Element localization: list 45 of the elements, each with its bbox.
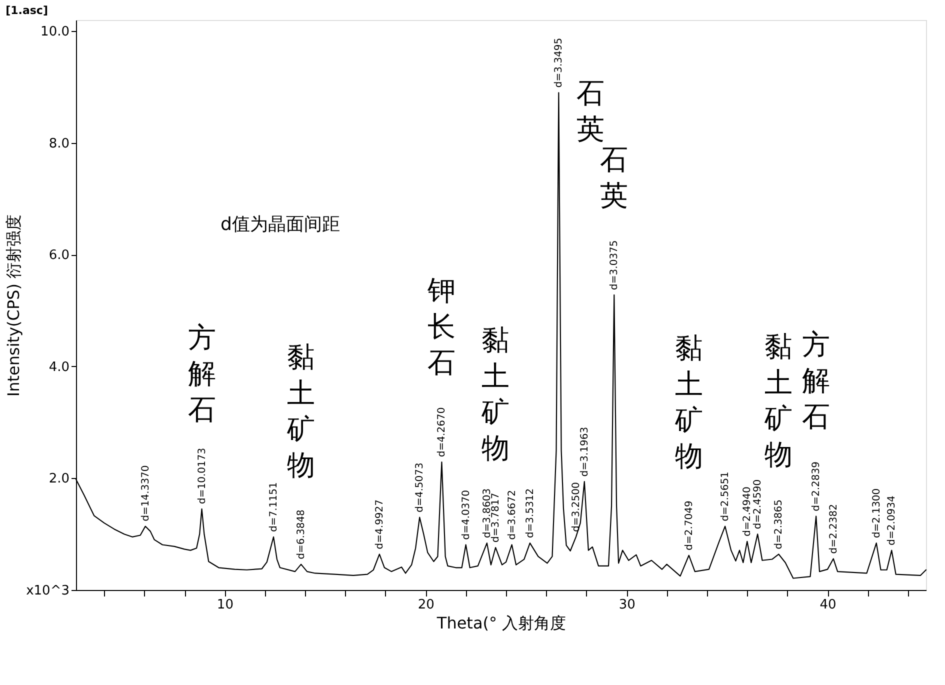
- y-tick-label: 10.0: [40, 24, 70, 40]
- annotation: d=2.2382: [828, 504, 840, 554]
- annotation: 黏土矿物: [286, 340, 316, 482]
- annotation: d=4.5073: [414, 462, 426, 512]
- annotation: 黏土矿物: [480, 324, 510, 465]
- annotation: d=2.2839: [811, 462, 822, 512]
- annotation: d=7.1151: [268, 482, 280, 532]
- annotation: d=4.0370: [460, 490, 472, 540]
- annotation: d=3.3495: [554, 38, 565, 88]
- annotation: d=2.7049: [684, 500, 695, 550]
- annotation: 方解石: [802, 328, 830, 434]
- y-tick-label: 8.0: [48, 136, 70, 152]
- annotation: 黏土矿物: [764, 330, 793, 472]
- y-tick-label: 6.0: [48, 248, 70, 264]
- annotation: 钾长石: [426, 274, 456, 380]
- y-tick-label: 2.0: [48, 472, 70, 487]
- annotation: d=3.1963: [579, 426, 590, 477]
- y-tick-label: 4.0: [48, 360, 70, 375]
- annotation: d=3.5312: [524, 488, 536, 538]
- annotation: d=3.2500: [570, 482, 582, 532]
- annotation: 方解石: [188, 320, 216, 426]
- annotation: d=10.0173: [196, 448, 208, 504]
- annotation: d=3.0375: [609, 240, 620, 290]
- annotation: d=2.0934: [886, 496, 898, 546]
- annotation: d=2.4940: [742, 486, 754, 536]
- annotation: d=2.4590: [752, 479, 764, 530]
- x-tick-label: 40: [820, 598, 836, 612]
- annotation: d=4.9927: [374, 500, 386, 550]
- annotation: d值为晶面间距: [220, 214, 340, 236]
- annotation: d=2.3865: [774, 500, 785, 550]
- annotation: d=14.3370: [140, 465, 152, 522]
- x-tick-label: 30: [618, 598, 636, 612]
- annotation: 黏土矿物: [674, 331, 703, 472]
- x-tick-label: 10: [216, 598, 234, 612]
- annotation: d=6.3848: [296, 510, 308, 560]
- x-tick-label: 20: [418, 598, 434, 612]
- annotation: d=3.6672: [506, 490, 518, 540]
- chart-title: [1.asc]: [6, 4, 48, 17]
- annotation: d=2.1300: [871, 488, 882, 538]
- x-axis-title: Theta(° 入射角度: [436, 614, 566, 632]
- y-tick-label: x10^3: [26, 584, 70, 598]
- y-axis-title: Intensity(CPS) 衍射强度: [4, 214, 24, 397]
- annotation: d=3.7817: [490, 492, 502, 543]
- annotation: d=2.5651: [720, 472, 732, 522]
- annotation: d=4.2670: [436, 407, 448, 458]
